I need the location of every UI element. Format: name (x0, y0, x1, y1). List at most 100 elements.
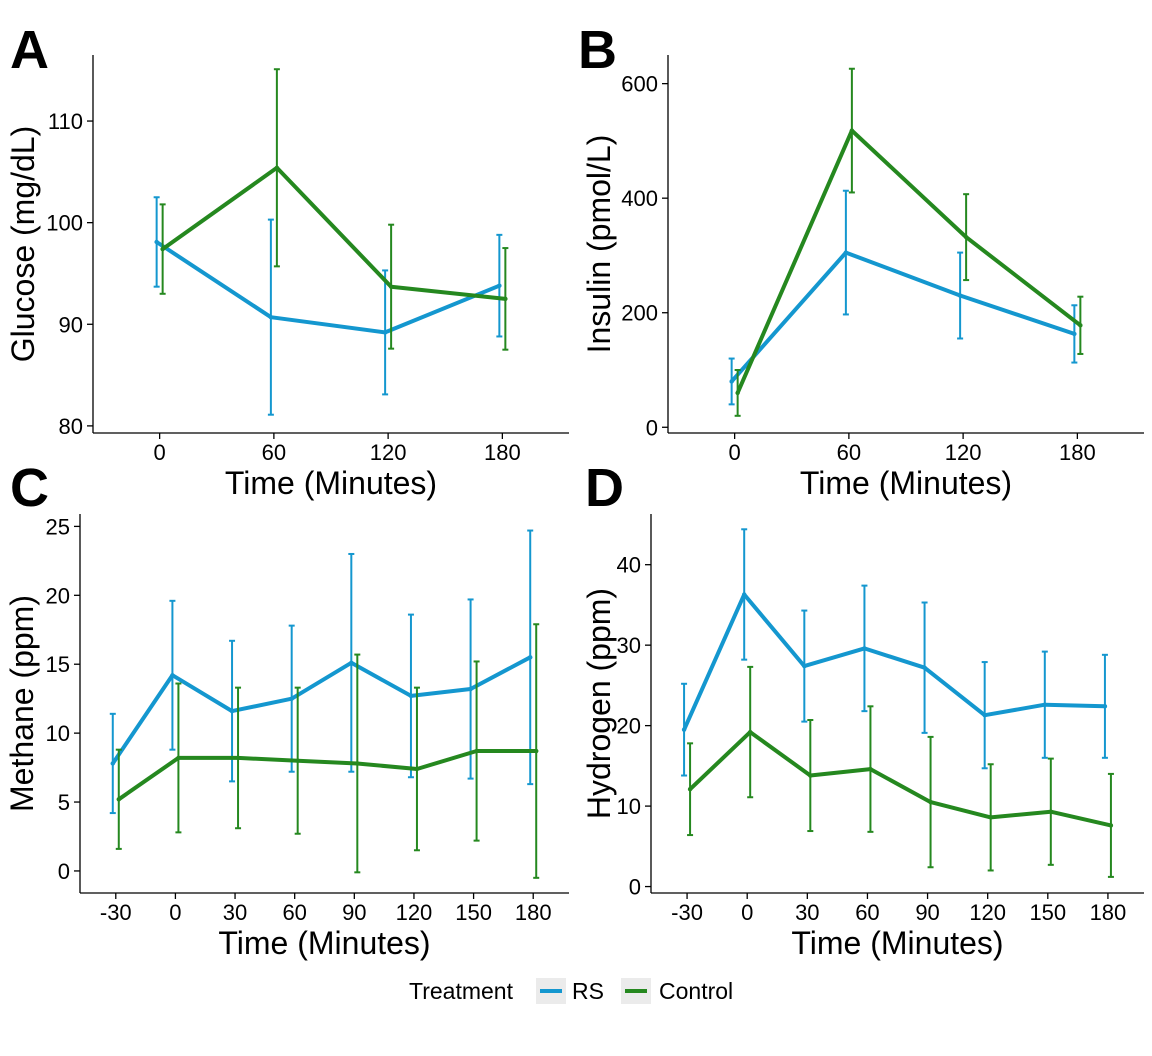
panel-b: B 0 200 400 600 0 60 120 180 Time (Minutes) Insuli… (578, 20, 1144, 501)
data-point (1072, 331, 1077, 337)
data-point (110, 761, 115, 766)
data-point (957, 293, 963, 298)
data-point (747, 729, 753, 735)
x-tick-label: 0 (154, 440, 166, 465)
x-tick-label: 60 (855, 900, 879, 925)
x-tick-label: 90 (342, 900, 366, 925)
y-tick-label: 20 (617, 714, 641, 739)
data-point (1102, 704, 1108, 709)
y-tick-label: 400 (621, 186, 658, 211)
data-point (268, 314, 274, 320)
panel-letter: D (585, 458, 624, 518)
data-point (982, 712, 987, 718)
y-tick-label: 0 (58, 859, 70, 884)
series-line (729, 250, 1077, 384)
series-control (687, 665, 1114, 878)
x-tick-label: 150 (1029, 900, 1066, 925)
y-axis-title: Glucose (mg/dL) (5, 126, 41, 363)
x-axis-title: Time (Minutes) (791, 925, 1003, 961)
series-line (160, 165, 508, 301)
data-point (382, 330, 388, 335)
series-rs (681, 528, 1108, 777)
y-tick-label: 15 (46, 652, 70, 677)
x-tick-label: 180 (484, 440, 521, 465)
panel-letter: B (578, 20, 617, 80)
y-tick-label: 40 (617, 553, 641, 578)
legend: Treatment RS Control (409, 978, 733, 1004)
y-tick-label: 5 (58, 790, 70, 815)
data-point (922, 665, 927, 670)
series-control (159, 68, 509, 351)
y-tick-label: 20 (46, 583, 70, 608)
y-tick-label: 0 (629, 875, 641, 900)
data-point (388, 284, 394, 289)
series-control (115, 623, 540, 879)
data-point (1108, 823, 1114, 828)
series-rs (109, 529, 534, 815)
data-point (862, 646, 867, 651)
y-tick-label: 100 (46, 211, 83, 236)
data-point (176, 755, 181, 761)
y-tick-label: 110 (48, 109, 83, 134)
x-tick-label: 60 (837, 440, 861, 465)
data-point (497, 283, 502, 288)
data-point (414, 766, 420, 772)
x-tick-label: 30 (795, 900, 819, 925)
data-point (154, 239, 159, 245)
data-point (295, 758, 300, 763)
data-point (274, 165, 280, 170)
y-tick-label: 200 (621, 301, 658, 326)
y-tick-label: 90 (59, 312, 83, 337)
data-point (849, 128, 855, 133)
data-point (681, 727, 687, 732)
x-axis-title: Time (Minutes) (800, 465, 1012, 501)
series-line (735, 128, 1083, 395)
x-tick-label: 30 (223, 900, 247, 925)
x-tick-label: 120 (969, 900, 1006, 925)
data-point (503, 296, 508, 302)
panel-letter: A (10, 20, 49, 80)
data-point (988, 815, 993, 820)
legend-label-rs: RS (572, 978, 604, 1004)
data-point (843, 250, 849, 255)
series-line (682, 592, 1107, 732)
data-point (534, 748, 539, 754)
data-point (468, 686, 473, 692)
data-point (808, 773, 813, 778)
data-point (408, 693, 414, 699)
x-tick-label: 90 (915, 900, 939, 925)
data-point (289, 696, 294, 701)
y-tick-label: 80 (59, 414, 83, 439)
data-point (170, 673, 175, 678)
x-tick-label: 0 (169, 900, 181, 925)
series-line (116, 749, 539, 802)
series-line (110, 655, 533, 766)
y-axis-title: Hydrogen (ppm) (581, 588, 617, 819)
y-tick-label: 600 (621, 72, 658, 97)
data-point (229, 708, 235, 714)
y-axis-title: Insulin (pmol/L) (581, 135, 617, 354)
data-point (474, 748, 479, 754)
data-point (729, 379, 734, 384)
x-tick-label: 180 (1059, 440, 1096, 465)
legend-label-control: Control (659, 978, 733, 1004)
x-tick-label: 180 (515, 900, 552, 925)
data-point (963, 234, 969, 240)
series-line (154, 240, 502, 335)
data-point (687, 786, 693, 792)
x-tick-label: 150 (455, 900, 492, 925)
data-point (235, 755, 241, 761)
data-point (868, 766, 873, 772)
data-point (1042, 702, 1048, 707)
x-axis-title: Time (Minutes) (218, 925, 430, 961)
x-tick-label: -30 (100, 900, 132, 925)
y-tick-label: 0 (646, 415, 658, 440)
series-line (688, 730, 1113, 828)
x-tick-label: 60 (262, 440, 286, 465)
data-point (160, 246, 165, 252)
x-tick-label: -30 (671, 900, 703, 925)
y-axis-title: Methane (ppm) (4, 595, 40, 812)
data-point (1078, 323, 1083, 328)
x-tick-label: 180 (1090, 900, 1127, 925)
